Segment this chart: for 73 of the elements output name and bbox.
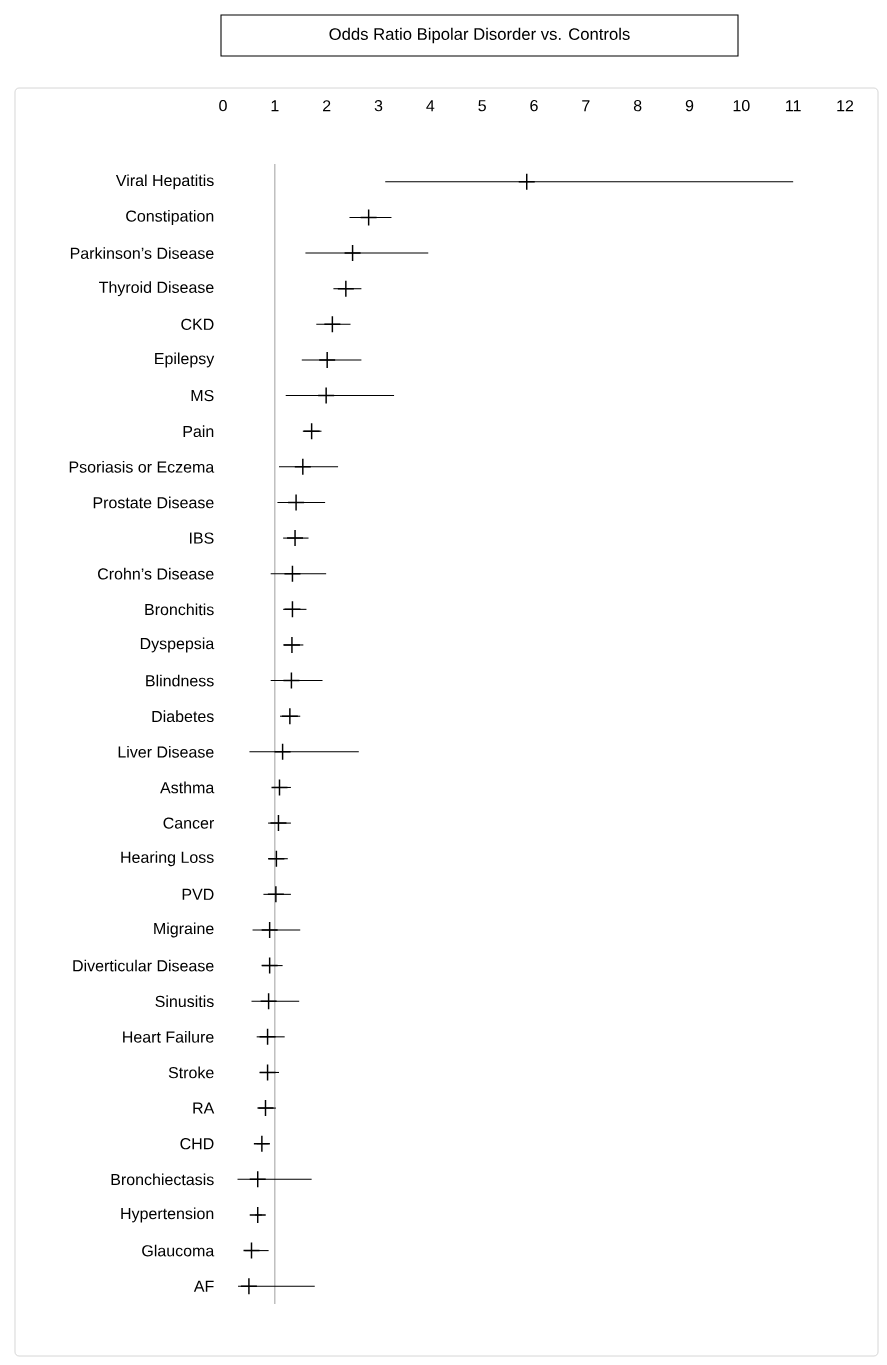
- x-tick-label: 7: [582, 100, 590, 112]
- point: [282, 671, 301, 690]
- x-tick-label: 0: [219, 99, 227, 112]
- point: [269, 814, 288, 832]
- y-tick-label: Constipation: [126, 210, 214, 225]
- y-tick-label: Liver Disease: [118, 745, 214, 758]
- y-tick-label: CKD: [181, 318, 214, 330]
- point: [259, 992, 278, 1010]
- x-tick-label: 2: [323, 100, 331, 112]
- chart-title: Odds Ratio Bipolar Disorder vs. Controls: [329, 27, 630, 44]
- y-tick-label: Glaucoma: [142, 1244, 215, 1257]
- point: [258, 1063, 277, 1082]
- point: [260, 921, 279, 939]
- y-tick-label: Hearing Loss: [121, 851, 214, 867]
- y-tick-label: Dyspepsia: [140, 637, 215, 653]
- y-tick-label: Heart Failure: [123, 1030, 214, 1043]
- y-tick-label: Pain: [183, 425, 214, 438]
- point: [286, 529, 304, 547]
- point: [267, 885, 285, 904]
- point: [343, 244, 362, 262]
- y-tick-label: CHD: [180, 1138, 214, 1150]
- y-tick-label: Blindness: [146, 674, 214, 687]
- y-tick-label: Viral Hepatitis: [115, 174, 214, 190]
- point: [283, 564, 302, 583]
- y-tick-label: Bronchiectasis: [111, 1173, 214, 1186]
- point: [281, 707, 299, 725]
- y-tick-label: AF: [193, 1280, 214, 1292]
- y-tick-label: Diabetes: [152, 710, 214, 723]
- x-tick-label: 3: [374, 99, 383, 112]
- point: [256, 1099, 275, 1117]
- point: [317, 386, 335, 405]
- y-tick-label: Crohn’s Disease: [98, 567, 214, 580]
- x-tick-label: 5: [478, 100, 486, 112]
- point: [283, 636, 301, 654]
- y-tick-label: Asthma: [160, 781, 215, 794]
- x-tick-label: 8: [633, 99, 642, 112]
- point: [287, 493, 305, 512]
- y-tick-label: RA: [193, 1102, 215, 1114]
- x-tick-label: 9: [685, 99, 694, 112]
- y-tick-label: Diverticular Disease: [73, 959, 214, 972]
- y-tick-label: IBS: [189, 532, 214, 544]
- point: [359, 208, 378, 227]
- y-tick-label: Sinusitis: [155, 995, 214, 1008]
- y-tick-label: Prostate Disease: [93, 496, 214, 509]
- point: [253, 1134, 271, 1153]
- point: [294, 458, 312, 476]
- point: [302, 422, 321, 440]
- point: [267, 849, 286, 868]
- x-tick-label: 11: [786, 100, 801, 112]
- point: [337, 279, 355, 298]
- point: [318, 351, 336, 369]
- y-tick-label: Migraine: [154, 922, 214, 938]
- point: [248, 1170, 267, 1189]
- y-tick-label: Bronchitis: [145, 603, 214, 616]
- point: [270, 778, 289, 797]
- point: [248, 1206, 267, 1224]
- y-tick-label: Psoriasis or Eczema: [69, 460, 215, 473]
- y-tick-label: MS: [191, 389, 214, 402]
- y-tick-label: PVD: [182, 888, 214, 900]
- x-tick-label: 6: [530, 99, 538, 112]
- x-tick-label: 12: [837, 100, 854, 112]
- y-tick-label: Hypertension: [121, 1207, 214, 1223]
- y-tick-label: Epilepsy: [155, 352, 215, 368]
- point: [323, 315, 342, 334]
- x-tick-label: 10: [733, 99, 750, 112]
- x-tick-label: 4: [426, 100, 435, 112]
- point: [518, 173, 536, 191]
- x-tick-label: 1: [271, 100, 279, 112]
- y-tick-label: Thyroid Disease: [99, 281, 214, 297]
- y-tick-label: Stroke: [168, 1066, 214, 1079]
- point: [273, 743, 292, 761]
- y-tick-label: Cancer: [163, 817, 215, 829]
- y-tick-label: Parkinson’s Disease: [70, 247, 214, 259]
